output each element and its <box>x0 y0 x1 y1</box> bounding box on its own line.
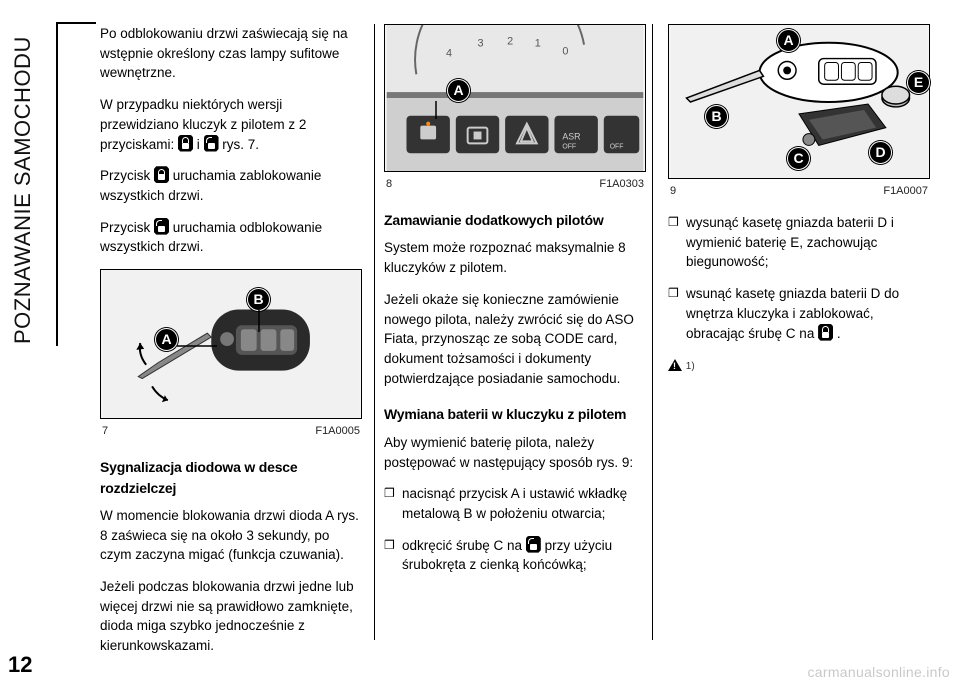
callout-b: B <box>247 288 270 311</box>
manual-page: POZNAWANIE SAMOCHODU Po odblokowaniu drz… <box>0 0 960 686</box>
body-text: Aby wymienić baterię pilota, należy post… <box>384 433 646 472</box>
text-fragment: Przycisk <box>100 168 154 183</box>
decor-line-h <box>56 22 96 24</box>
body-text: Po odblokowaniu drzwi zaświecają się na … <box>100 24 362 83</box>
callout-label: D <box>869 141 892 164</box>
footnote: 1) <box>668 355 930 375</box>
lock-icon <box>818 324 833 341</box>
figure-7-caption: 7 F1A0005 <box>100 423 362 439</box>
subheading: Zamawianie dodatkowych pilotów <box>384 210 646 230</box>
section-title-vertical: POZNAWANIE SAMOCHODU <box>10 24 50 344</box>
svg-text:0: 0 <box>562 46 568 58</box>
figure-9-caption: 9 F1A0007 <box>668 183 930 199</box>
svg-text:1: 1 <box>535 38 541 50</box>
callout-c: C <box>787 147 810 170</box>
svg-text:OFF: OFF <box>610 143 624 150</box>
text-fragment: wsunąć kasetę gniazda baterii D do wnętr… <box>686 286 899 340</box>
figure-number: 7 <box>102 423 108 439</box>
unlock-icon <box>154 218 169 235</box>
column-3: A B C D E 9 F1A0007 wysunąć kasetę gniaz… <box>668 24 930 644</box>
body-text: Jeżeli okaże się konieczne zamówienie no… <box>384 290 646 389</box>
figure-code: F1A0303 <box>599 176 644 192</box>
callout-label: B <box>247 288 270 311</box>
callout-label: A <box>777 29 800 52</box>
body-text: Przycisk uruchamia odblokowanie wszystki… <box>100 218 362 257</box>
svg-text:4: 4 <box>446 48 452 60</box>
callout-a: A <box>447 79 470 102</box>
figure-code: F1A0005 <box>315 423 360 439</box>
subheading: Wymiana baterii w kluczyku z pilotem <box>384 404 646 424</box>
callout-b: B <box>705 105 728 128</box>
list-item: nacisnąć przycisk A i ustawić wkładkę me… <box>384 484 646 523</box>
body-text: System może rozpoznać maksymalnie 8 kluc… <box>384 238 646 277</box>
unlock-icon <box>204 135 219 152</box>
text-fragment: . <box>833 326 841 341</box>
callout-d: D <box>869 141 892 164</box>
callout-label: E <box>907 71 930 94</box>
figure-7: A B <box>100 269 362 419</box>
figure-code: F1A0007 <box>883 183 928 199</box>
svg-text:ASR: ASR <box>562 131 580 141</box>
svg-text:2: 2 <box>507 36 513 48</box>
body-text: W momencie blokowania drzwi dioda A rys.… <box>100 506 362 565</box>
callout-label: B <box>705 105 728 128</box>
subheading: Sygnalizacja diodowa w desce rozdzielcze… <box>100 457 362 498</box>
svg-text:OFF: OFF <box>562 143 576 150</box>
svg-text:3: 3 <box>478 38 484 50</box>
body-text: Przycisk uruchamia zablokowanie wszystki… <box>100 166 362 205</box>
unlock-icon <box>526 536 541 553</box>
column-2: 4 3 2 1 0 ASR OFF <box>384 24 646 644</box>
callout-label: A <box>447 79 470 102</box>
content-columns: Po odblokowaniu drzwi zaświecają się na … <box>100 24 930 644</box>
decor-line-v <box>56 22 58 346</box>
lock-icon <box>154 166 169 183</box>
figure-8-caption: 8 F1A0303 <box>384 176 646 192</box>
callout-a: A <box>777 29 800 52</box>
column-1: Po odblokowaniu drzwi zaświecają się na … <box>100 24 362 644</box>
callout-line <box>258 310 260 332</box>
callout-label: A <box>155 328 178 351</box>
figure-8-svg: 4 3 2 1 0 ASR OFF <box>385 25 645 171</box>
watermark: carmanualsonline.info <box>808 664 951 680</box>
bullet-list: wysunąć kasetę gniazda baterii D i wymie… <box>668 213 930 355</box>
callout-line <box>435 101 437 119</box>
list-item: wsunąć kasetę gniazda baterii D do wnętr… <box>668 284 930 343</box>
callout-label: C <box>787 147 810 170</box>
figure-9: A B C D E <box>668 24 930 179</box>
text-fragment: Przycisk <box>100 220 154 235</box>
callout-line <box>177 340 217 352</box>
figure-7-svg <box>101 270 361 418</box>
callout-a: A <box>155 328 178 351</box>
body-text: Jeżeli podczas blokowania drzwi jedne lu… <box>100 577 362 656</box>
bullet-list: nacisnąć przycisk A i ustawić wkładkę me… <box>384 484 646 587</box>
footnote-text: 1) <box>686 361 695 372</box>
figure-number: 8 <box>386 176 392 192</box>
figure-8: 4 3 2 1 0 ASR OFF <box>384 24 646 172</box>
figure-number: 9 <box>670 183 676 199</box>
callout-e: E <box>907 71 930 94</box>
lock-icon <box>178 135 193 152</box>
page-number: 12 <box>8 652 32 678</box>
text-fragment: odkręcić śrubę C na <box>402 538 526 553</box>
list-item: odkręcić śrubę C na przy użyciu śrubokrę… <box>384 536 646 575</box>
text-fragment: rys. 7. <box>219 137 260 152</box>
body-text: W przypadku niektórych wersji przewidzia… <box>100 95 362 154</box>
warning-icon <box>668 359 682 371</box>
text-fragment: i <box>193 137 204 152</box>
list-item: wysunąć kasetę gniazda baterii D i wymie… <box>668 213 930 272</box>
